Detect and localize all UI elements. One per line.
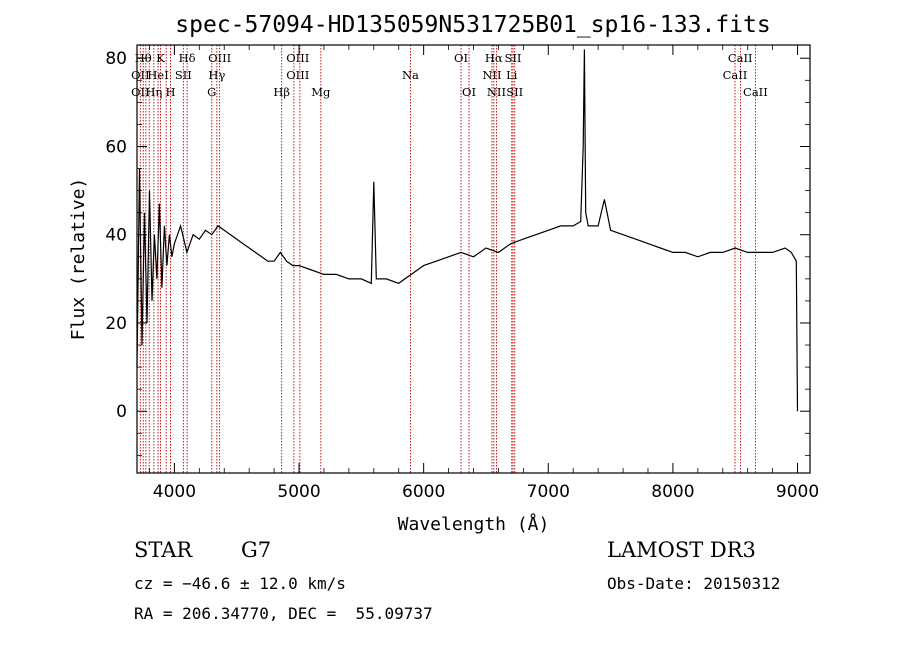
y-tick-label: 0 xyxy=(116,402,127,422)
line-label: SII xyxy=(175,68,192,82)
line-label: SII xyxy=(505,51,522,65)
y-tick-label: 40 xyxy=(105,226,127,246)
line-label: Hδ xyxy=(179,51,196,65)
x-axis-label: Wavelength (Å) xyxy=(398,513,550,535)
line-label: K xyxy=(156,51,165,65)
line-label: Na xyxy=(402,68,419,82)
x-tick-label: 7000 xyxy=(527,482,570,502)
line-label: Li xyxy=(506,68,518,82)
line-label: OII xyxy=(131,85,150,99)
line-label: HeI xyxy=(147,68,168,82)
spectral-subclass: G7 xyxy=(241,538,272,562)
y-tick-label: 20 xyxy=(105,314,127,334)
x-tick-label: 9000 xyxy=(776,482,819,502)
observation-date: Obs-Date: 20150312 xyxy=(607,574,781,593)
line-label: G xyxy=(207,85,216,99)
line-label: Mg xyxy=(311,85,331,99)
line-label: OIII xyxy=(286,51,309,65)
line-label: CaII xyxy=(723,68,748,82)
coordinates: RA = 206.34770, DEC = 55.09737 xyxy=(134,604,433,623)
line-label: Hγ xyxy=(208,68,225,82)
line-label: Hβ xyxy=(273,85,290,99)
object-type: STAR xyxy=(134,538,193,562)
redshift-velocity: cz = −46.6 ± 12.0 km/s xyxy=(134,574,346,593)
line-label: OII xyxy=(131,68,150,82)
y-tick-label: 60 xyxy=(105,137,127,157)
line-label: CaII xyxy=(728,51,753,65)
survey-name: LAMOST DR3 xyxy=(607,538,756,562)
chart-title: spec-57094-HD135059N531725B01_sp16-133.f… xyxy=(175,12,770,38)
line-label: OIII xyxy=(286,68,309,82)
x-tick-label: 6000 xyxy=(402,482,445,502)
line-label: Hα xyxy=(485,51,503,65)
line-label: SII xyxy=(506,85,523,99)
y-tick-label: 80 xyxy=(105,49,127,69)
line-label: OI xyxy=(454,51,468,65)
plot-frame xyxy=(136,44,811,474)
x-tick-label: 8000 xyxy=(651,482,694,502)
line-label: CaII xyxy=(743,85,768,99)
x-tick-label: 4000 xyxy=(153,482,196,502)
line-label: OI xyxy=(462,85,476,99)
line-label: H xyxy=(166,85,176,99)
line-label: OIII xyxy=(208,51,231,65)
spectrum-line xyxy=(136,49,799,412)
line-label: Hη xyxy=(145,85,162,99)
y-axis-label: Flux (relative) xyxy=(68,178,89,341)
x-tick-label: 5000 xyxy=(277,482,320,502)
line-label: NII xyxy=(487,85,506,99)
line-label: NII xyxy=(482,68,501,82)
